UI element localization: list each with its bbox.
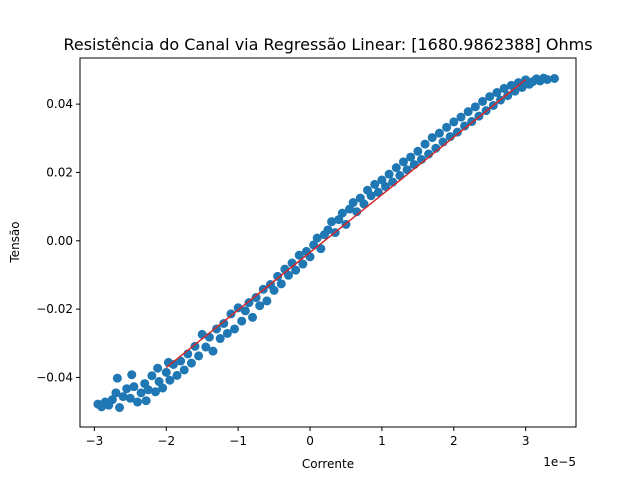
data-point-27 — [173, 371, 182, 380]
x-tick-label-0: −3 — [86, 434, 104, 448]
data-point-52 — [262, 296, 271, 305]
data-point-45 — [237, 317, 246, 326]
data-point-54 — [270, 286, 279, 295]
data-point-22 — [158, 384, 167, 393]
data-point-102 — [442, 123, 451, 132]
data-point-13 — [133, 398, 142, 407]
data-point-106 — [456, 113, 465, 122]
data-point-94 — [413, 147, 422, 156]
data-point-23 — [162, 368, 171, 377]
data-point-6 — [113, 374, 122, 383]
x-tick-label-2: −1 — [229, 434, 247, 448]
x-tick-label-3: 0 — [306, 434, 314, 448]
x-axis-label: Corrente — [302, 457, 354, 471]
data-point-18 — [147, 371, 156, 380]
x-axis-offset-text: 1e−5 — [543, 455, 576, 469]
y-tick-label-1: −0.02 — [36, 302, 73, 316]
y-tick-label-0: −0.04 — [36, 370, 73, 384]
y-tick-label-2: 0.00 — [46, 234, 73, 248]
y-axis-label: Tensão — [8, 221, 22, 263]
data-point-37 — [208, 347, 217, 356]
data-point-11 — [127, 370, 136, 379]
data-point-48 — [248, 313, 257, 322]
data-point-29 — [180, 365, 189, 374]
data-point-33 — [194, 351, 203, 360]
data-point-46 — [241, 306, 250, 315]
data-point-43 — [230, 324, 239, 333]
data-point-16 — [142, 396, 151, 405]
y-tick-label-4: 0.04 — [46, 97, 73, 111]
data-point-110 — [471, 102, 480, 111]
x-tick-label-5: 2 — [450, 434, 458, 448]
x-tick-label-1: −2 — [157, 434, 175, 448]
data-point-7 — [115, 403, 124, 412]
data-point-96 — [421, 140, 430, 149]
y-tick-label-3: 0.02 — [46, 165, 73, 179]
data-point-31 — [187, 359, 196, 368]
data-point-131 — [550, 74, 559, 83]
data-point-88 — [392, 163, 401, 172]
data-point-86 — [385, 170, 394, 179]
x-tick-label-6: 3 — [522, 434, 530, 448]
data-point-12 — [129, 382, 138, 391]
x-tick-label-4: 1 — [378, 434, 386, 448]
data-point-20 — [153, 364, 162, 373]
data-point-56 — [277, 279, 286, 288]
data-point-64 — [306, 252, 315, 261]
data-point-36 — [205, 333, 214, 342]
data-point-100 — [435, 129, 444, 138]
chart-title: Resistência do Canal via Regressão Linea… — [63, 35, 592, 54]
